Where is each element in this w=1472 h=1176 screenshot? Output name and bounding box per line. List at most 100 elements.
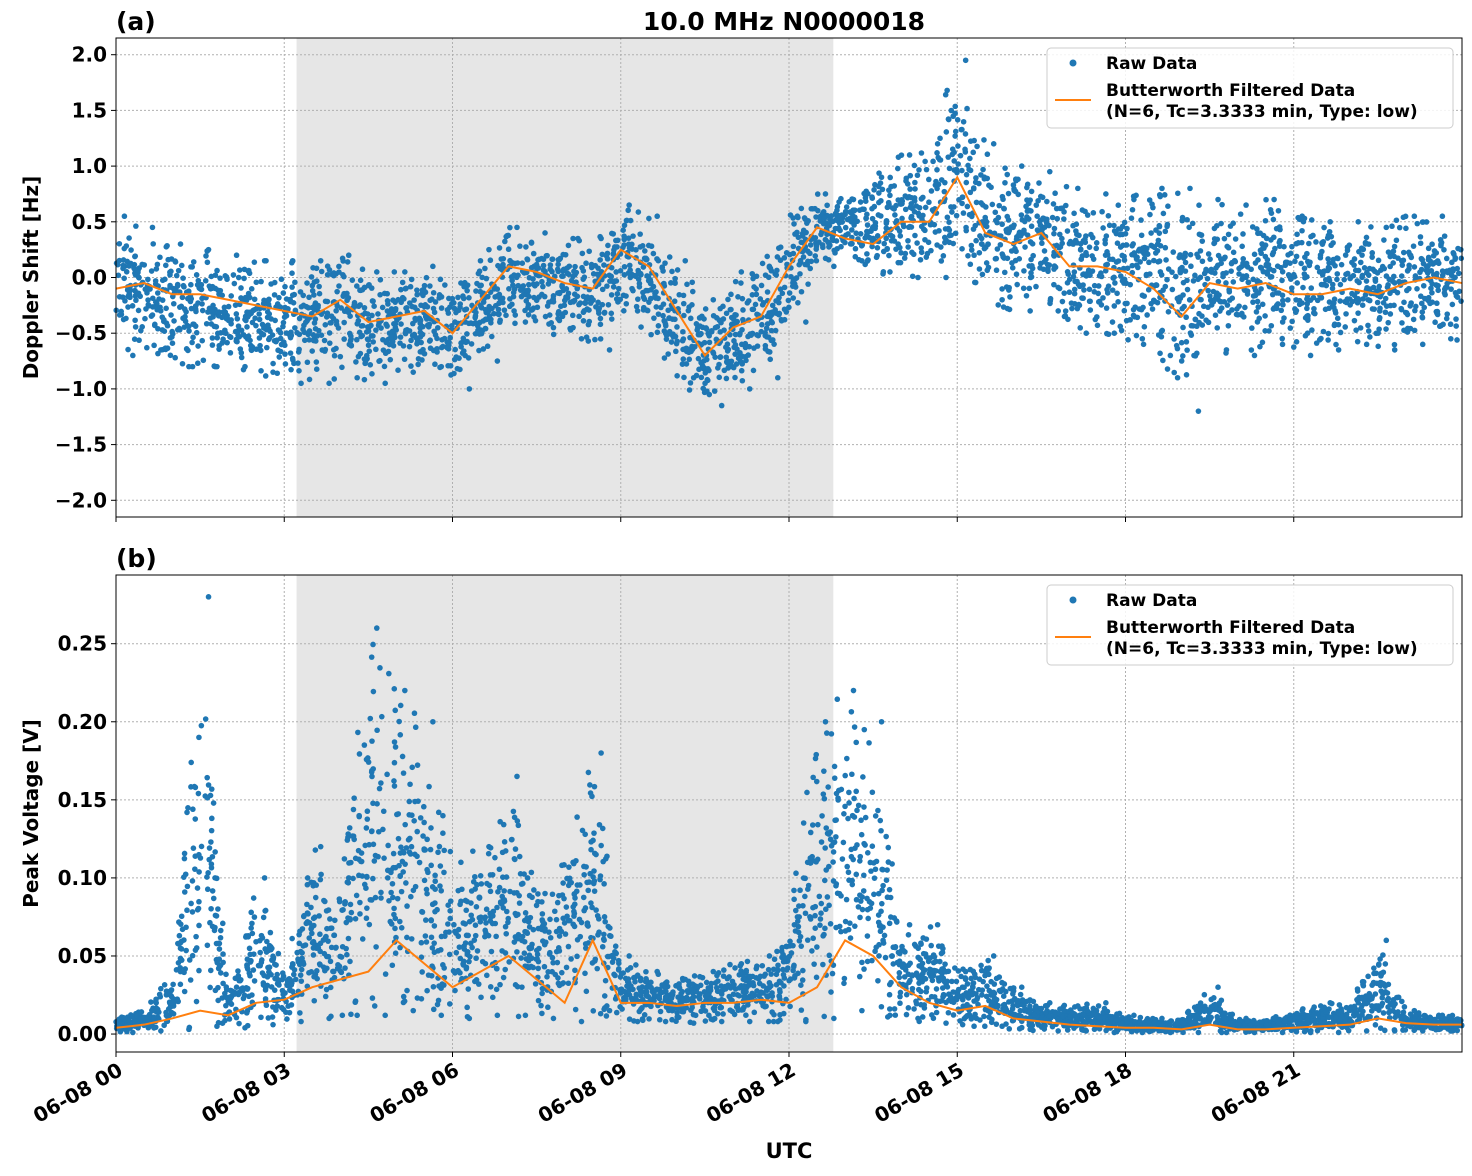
raw-data-point <box>1152 299 1158 305</box>
raw-data-point <box>142 316 148 322</box>
raw-data-point <box>951 150 957 156</box>
raw-data-point <box>912 186 918 192</box>
raw-data-point <box>263 985 269 991</box>
raw-data-point <box>390 962 396 968</box>
raw-data-point <box>504 909 510 915</box>
raw-data-point <box>1065 228 1071 234</box>
raw-data-point <box>604 853 610 859</box>
raw-data-point <box>1298 261 1304 267</box>
raw-data-point <box>626 241 632 247</box>
raw-data-point <box>981 137 987 143</box>
raw-data-point <box>473 288 479 294</box>
raw-data-point <box>1405 268 1411 274</box>
raw-data-point <box>552 972 558 978</box>
raw-data-point <box>357 900 363 906</box>
raw-data-point <box>924 167 930 173</box>
raw-data-point <box>459 886 465 892</box>
raw-data-point <box>530 276 536 282</box>
raw-data-point <box>570 859 576 865</box>
raw-data-point <box>912 163 918 169</box>
raw-data-point <box>1024 197 1030 203</box>
raw-data-point <box>171 301 177 307</box>
raw-data-point <box>920 195 926 201</box>
raw-data-point <box>1423 268 1429 274</box>
raw-data-point <box>1157 351 1163 357</box>
raw-data-point <box>1367 334 1373 340</box>
raw-data-point <box>497 245 503 251</box>
raw-data-point <box>540 919 546 925</box>
raw-data-point <box>419 940 425 946</box>
raw-data-point <box>1132 304 1138 310</box>
raw-data-point <box>1452 256 1458 262</box>
raw-data-point <box>239 355 245 361</box>
raw-data-point <box>1127 317 1133 323</box>
raw-data-point <box>402 330 408 336</box>
y-tick-label: 1.5 <box>72 98 107 122</box>
raw-data-point <box>1198 275 1204 281</box>
raw-data-point <box>1271 217 1277 223</box>
raw-data-point <box>1434 283 1440 289</box>
raw-data-point <box>373 347 379 353</box>
raw-data-point <box>428 847 434 853</box>
raw-data-point <box>1199 313 1205 319</box>
raw-data-point <box>196 923 202 929</box>
raw-data-point <box>1100 295 1106 301</box>
raw-data-point <box>1211 289 1217 295</box>
raw-data-point <box>1180 292 1186 298</box>
raw-data-point <box>1258 247 1264 253</box>
raw-data-point <box>1414 221 1420 227</box>
raw-data-point <box>1051 231 1057 237</box>
raw-data-point <box>1148 230 1154 236</box>
raw-data-point <box>425 322 431 328</box>
raw-data-point <box>616 286 622 292</box>
raw-data-point <box>898 233 904 239</box>
raw-data-point <box>357 911 363 917</box>
raw-data-point <box>959 127 965 133</box>
raw-data-point <box>579 336 585 342</box>
raw-data-point <box>132 317 138 323</box>
raw-data-point <box>864 251 870 257</box>
raw-data-point <box>1228 268 1234 274</box>
raw-data-point <box>1171 336 1177 342</box>
raw-data-point <box>369 654 375 660</box>
raw-data-point <box>717 317 723 323</box>
raw-data-point <box>437 844 443 850</box>
raw-data-point <box>304 280 310 286</box>
raw-data-point <box>946 116 952 122</box>
raw-data-point <box>210 285 216 291</box>
raw-data-point <box>364 816 370 822</box>
raw-data-point <box>258 279 264 285</box>
raw-data-point <box>249 921 255 927</box>
raw-data-point <box>625 207 631 213</box>
raw-data-point <box>164 243 170 249</box>
raw-data-point <box>371 689 377 695</box>
raw-data-point <box>1225 302 1231 308</box>
raw-data-point <box>1159 329 1165 335</box>
raw-data-point <box>297 962 303 968</box>
raw-data-point <box>1131 197 1137 203</box>
raw-data-point <box>958 153 964 159</box>
raw-data-point <box>473 320 479 326</box>
raw-data-point <box>416 356 422 362</box>
raw-data-point <box>548 935 554 941</box>
raw-data-point <box>1156 223 1162 229</box>
raw-data-point <box>600 859 606 865</box>
raw-data-point <box>1060 299 1066 305</box>
raw-data-point <box>1123 280 1129 286</box>
raw-data-point <box>326 381 332 387</box>
raw-data-point <box>156 1009 162 1015</box>
raw-data-point <box>816 239 822 245</box>
raw-data-point <box>311 952 317 958</box>
raw-data-point <box>203 253 209 259</box>
raw-data-point <box>282 284 288 290</box>
raw-data-point <box>442 282 448 288</box>
raw-data-point <box>206 594 212 600</box>
raw-data-point <box>1309 217 1315 223</box>
raw-data-point <box>831 264 837 270</box>
raw-data-point <box>1385 320 1391 326</box>
raw-data-point <box>327 916 333 922</box>
raw-data-point <box>681 301 687 307</box>
raw-data-point <box>899 216 905 222</box>
raw-data-point <box>1435 258 1441 264</box>
raw-data-point <box>596 305 602 311</box>
